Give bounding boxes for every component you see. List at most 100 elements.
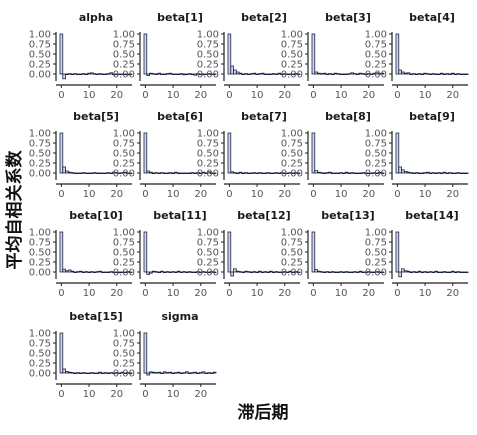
acf-bar: [162, 371, 167, 374]
panel-title: beta[13]: [321, 209, 374, 222]
acf-bar: [406, 72, 411, 75]
acf-bar: [207, 372, 211, 374]
y-tick-label: 0.00: [29, 369, 51, 380]
acf-bar: [149, 171, 153, 174]
acf-bar: [190, 172, 195, 174]
acf-bar: [171, 271, 175, 273]
acf-bar: [149, 371, 153, 374]
x-tick-label: 20: [110, 90, 123, 101]
x-tick-label: 0: [226, 189, 232, 200]
y-tick-label: 1.00: [113, 129, 135, 140]
acf-bar: [459, 271, 463, 274]
x-tick-label: 10: [251, 288, 264, 299]
x-tick-label: 0: [142, 189, 148, 200]
acf-bar: [182, 372, 186, 374]
acf-bar: [353, 73, 357, 75]
x-tick-label: 0: [310, 189, 316, 200]
acf-bar: [244, 73, 248, 75]
acf-bar: [296, 172, 301, 175]
acf-bar: [62, 268, 66, 273]
facet-panel: beta[8]1.000.750.500.250.000 10 20: [281, 110, 385, 200]
y-tick-label: 0.75: [197, 40, 219, 51]
acf-bar: [325, 73, 330, 76]
acf-bar: [450, 172, 455, 175]
acf-bar: [190, 372, 195, 374]
acf-bar: [65, 370, 69, 374]
facet-panel: beta[9] 1.000.750.500.250.00 0 10 20: [365, 110, 469, 200]
acf-bar: [103, 372, 108, 374]
acf-bar: [274, 271, 279, 273]
panel-title: beta[12]: [237, 209, 290, 222]
acf-bar: [151, 270, 156, 273]
x-tick-label: 20: [362, 90, 375, 101]
acf-bar: [106, 73, 111, 75]
acf-bar: [342, 73, 346, 76]
y-tick-label: 0.25: [29, 359, 51, 370]
y-tick-label: 0.50: [197, 50, 219, 61]
acf-bar: [78, 372, 83, 375]
acf-bar: [358, 72, 363, 75]
y-tick-label: 0.75: [113, 238, 135, 249]
y-tick-label: 0.25: [365, 258, 387, 269]
y-tick-label: 0.50: [113, 50, 135, 61]
acf-bar: [76, 372, 80, 374]
x-tick-label: 10: [335, 189, 348, 200]
x-tick-label: 20: [446, 189, 459, 200]
acf-bar: [426, 73, 430, 75]
acf-bar: [65, 73, 69, 76]
acf-bar: [168, 72, 173, 75]
acf-bar: [328, 271, 332, 274]
panel-title: beta[14]: [405, 209, 458, 222]
acf-bar: [106, 372, 111, 375]
acf-bar: [149, 72, 153, 75]
panel-title: sigma: [161, 310, 198, 323]
acf-bar: [157, 271, 162, 274]
x-tick-label: 10: [167, 90, 180, 101]
acf-bar: [442, 171, 447, 174]
y-tick-label: 0.50: [113, 248, 135, 259]
y-tick-label: 0.50: [365, 149, 387, 160]
y-tick-label: 0.25: [365, 60, 387, 71]
acf-bar: [314, 170, 318, 174]
acf-bar: [459, 73, 463, 76]
acf-bar: [185, 172, 189, 175]
acf-bar: [146, 170, 150, 174]
y-tick-label: 1.00: [113, 329, 135, 340]
x-tick-label: 10: [419, 90, 432, 101]
acf-bar: [187, 73, 192, 75]
acf-bar: [453, 172, 458, 175]
acf-bar: [322, 72, 327, 75]
y-tick-label: 0.25: [29, 60, 51, 71]
y-tick-label: 0.75: [365, 238, 387, 249]
acf-bar: [160, 73, 164, 76]
acf-bar: [456, 73, 461, 75]
acf-bar: [101, 372, 105, 375]
acf-bar: [87, 271, 91, 274]
acf-bar: [403, 170, 408, 174]
acf-bar: [235, 172, 240, 175]
x-tick-label: 0: [394, 288, 400, 299]
y-tick-label: 0.50: [197, 149, 219, 160]
x-tick-label: 20: [362, 189, 375, 200]
acf-bar: [339, 73, 343, 76]
acf-bar: [182, 172, 186, 175]
acf-bar: [165, 73, 170, 75]
acf-bar: [59, 231, 64, 273]
acf-bar: [314, 269, 318, 273]
acf-bar: [212, 73, 217, 76]
acf-bar: [151, 371, 156, 374]
acf-bar: [271, 172, 276, 175]
acf-bar: [84, 73, 89, 76]
y-tick-label: 1.00: [281, 129, 303, 140]
acf-bar: [445, 271, 450, 274]
acf-bar: [149, 271, 153, 274]
acf-bar: [70, 73, 75, 76]
acf-bar: [106, 172, 111, 174]
acf-bar: [319, 271, 324, 273]
acf-bar: [464, 172, 469, 175]
acf-bar: [165, 271, 170, 273]
acf-bar: [78, 73, 83, 76]
acf-bar: [445, 73, 450, 75]
acf-bar: [227, 33, 232, 75]
x-tick-label: 10: [251, 189, 264, 200]
